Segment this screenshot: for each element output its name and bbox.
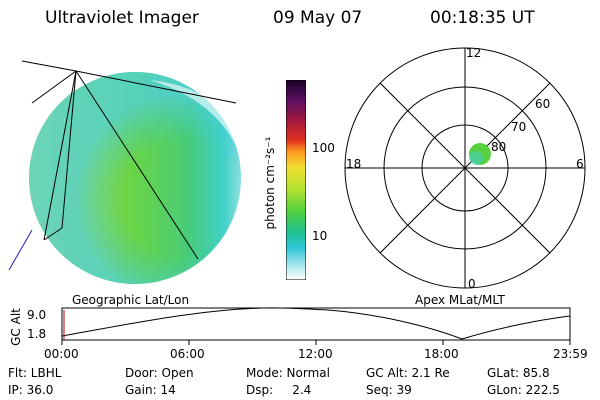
mlat-label-80: 80	[491, 140, 507, 154]
sunlit-limb	[150, 80, 238, 150]
timeline-tick-1200: 12:00	[298, 347, 333, 361]
geographic-title: Geographic Lat/Lon	[72, 293, 190, 307]
auroral-oval-spot-edge	[469, 151, 483, 165]
date-label: 09 May 07	[273, 8, 363, 28]
colorbar-units-label: photon cm⁻²s⁻¹	[263, 136, 277, 230]
gc-alt-info: GC Alt: 2.1 Re	[366, 366, 450, 380]
mlat-label-60: 60	[535, 97, 551, 111]
glat-info: GLat: 85.8	[487, 366, 550, 380]
earth-disk-edge	[29, 72, 241, 284]
timeline-tick-0600: 06:00	[170, 347, 205, 361]
terminator-line	[8, 229, 33, 271]
mlt-label-12: 12	[466, 46, 482, 60]
polar-grid	[344, 47, 586, 289]
altitude-curve	[61, 307, 571, 340]
mode-info: Mode: Normal	[246, 366, 330, 380]
glon-info: GLon: 222.5	[487, 383, 560, 397]
lat-lon-grid	[21, 60, 237, 260]
timeline-tick-0000: 00:00	[44, 347, 79, 361]
timeline-tick-1800: 18:00	[424, 347, 459, 361]
colorbar-tick-100: 100	[312, 141, 335, 155]
gain-info: Gain: 14	[125, 383, 176, 397]
apex-title: Apex MLat/MLT	[415, 293, 505, 307]
door-info: Door: Open	[125, 366, 194, 380]
mlt-label-6: 6	[576, 157, 584, 171]
mlt-label-18: 18	[346, 157, 362, 171]
altitude-timeline-plot	[61, 307, 571, 345]
filter-info: Flt: LBHL	[8, 366, 62, 380]
dsp-info: Dsp: 2.4	[246, 383, 312, 397]
ip-info: IP: 36.0	[8, 383, 54, 397]
color-scale-fill	[286, 80, 306, 280]
timeline-tick-2359: 23:59	[553, 347, 588, 361]
gc-alt-tick-bottom: 1.8	[27, 327, 47, 341]
time-label: 00:18:35 UT	[430, 8, 535, 28]
timeline-frame	[61, 307, 571, 341]
color-scale-bar	[286, 80, 306, 280]
gc-alt-tick-top: 9.0	[27, 308, 47, 322]
timeline-ticks	[61, 340, 571, 345]
seq-info: Seq: 39	[366, 383, 412, 397]
instrument-title: Ultraviolet Imager	[45, 8, 199, 28]
mlt-label-0: 0	[468, 277, 476, 291]
gc-alt-axis-label: GC Alt	[9, 308, 23, 346]
geographic-disk-image	[8, 60, 241, 284]
colorbar-tick-10: 10	[312, 229, 328, 243]
polar-mlt-plot	[344, 47, 586, 289]
mlat-label-70: 70	[511, 120, 527, 134]
